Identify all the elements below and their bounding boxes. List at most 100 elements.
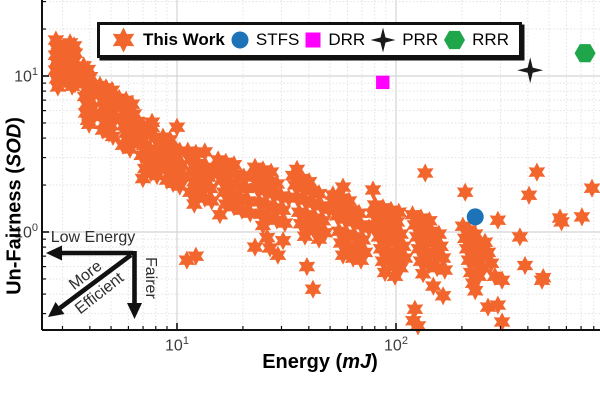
data-marker <box>215 182 233 202</box>
data-marker <box>294 178 312 198</box>
data-marker <box>193 175 211 195</box>
circle-icon <box>231 31 249 49</box>
data-marker <box>256 181 274 201</box>
data-marker <box>274 231 292 251</box>
data-marker <box>409 316 427 336</box>
data-marker <box>310 229 328 249</box>
data-marker <box>364 180 382 200</box>
data-marker <box>143 117 161 137</box>
data-marker <box>225 155 243 175</box>
data-marker <box>462 262 480 283</box>
data-marker <box>474 258 492 278</box>
data-marker <box>209 150 227 170</box>
data-marker <box>95 97 113 117</box>
data-marker <box>276 213 294 233</box>
data-marker <box>171 141 189 161</box>
data-marker <box>211 159 229 179</box>
series-stfs <box>466 208 484 226</box>
data-marker <box>123 94 141 114</box>
data-marker <box>302 181 320 201</box>
data-marker <box>426 245 444 265</box>
data-marker <box>520 185 538 205</box>
data-marker <box>392 224 409 244</box>
data-marker <box>308 220 326 240</box>
annotation-fairer: Fairer <box>142 257 159 299</box>
data-marker <box>551 208 569 228</box>
data-marker <box>408 227 426 247</box>
data-marker <box>280 188 298 208</box>
data-marker <box>326 194 344 214</box>
hexagon-icon <box>444 30 466 50</box>
data-marker <box>342 200 360 220</box>
data-marker <box>176 167 193 187</box>
data-marker <box>583 178 600 198</box>
legend: This Work STFS DRR PRR RRR <box>97 22 522 58</box>
data-marker <box>421 254 438 274</box>
data-marker <box>432 236 449 256</box>
data-marker <box>134 116 152 136</box>
data-marker <box>246 237 264 257</box>
data-marker <box>376 218 394 238</box>
data-marker <box>154 127 172 147</box>
data-marker <box>352 250 370 270</box>
data-marker <box>516 255 534 276</box>
data-marker <box>395 236 412 256</box>
data-marker <box>137 125 155 145</box>
data-marker <box>386 266 404 286</box>
data-marker <box>304 193 322 213</box>
data-marker <box>298 205 316 225</box>
data-marker <box>434 248 452 268</box>
data-marker <box>272 186 290 206</box>
data-marker <box>374 251 392 271</box>
data-marker <box>338 224 356 244</box>
data-marker <box>63 76 81 96</box>
data-marker <box>436 260 454 280</box>
data-marker <box>354 230 372 250</box>
data-marker <box>264 184 282 204</box>
data-marker <box>217 194 235 214</box>
data-marker <box>105 109 123 129</box>
data-marker <box>482 253 500 273</box>
data-marker <box>252 169 270 189</box>
data-marker <box>344 212 362 232</box>
data-marker <box>380 209 398 229</box>
data-marker <box>386 233 404 253</box>
data-marker <box>246 157 264 177</box>
data-marker <box>197 157 215 177</box>
data-marker <box>239 191 257 211</box>
legend-item-this-work: This Work <box>110 26 225 54</box>
data-marker <box>334 197 352 217</box>
data-marker <box>183 161 201 181</box>
data-marker <box>416 163 434 183</box>
data-marker <box>464 242 482 262</box>
data-marker <box>179 141 197 161</box>
data-marker <box>392 258 409 278</box>
data-marker <box>266 198 284 218</box>
data-marker <box>346 227 364 247</box>
data-marker <box>314 211 332 231</box>
data-marker <box>320 199 338 219</box>
data-marker <box>213 170 230 190</box>
legend-label: PRR <box>402 30 439 49</box>
data-marker <box>364 203 382 223</box>
data-marker <box>148 166 166 186</box>
data-marker <box>261 238 279 258</box>
data-marker <box>269 245 287 265</box>
data-marker <box>412 251 430 271</box>
data-marker <box>493 270 511 290</box>
data-marker <box>171 176 189 196</box>
data-marker <box>456 182 474 202</box>
data-marker <box>254 215 272 236</box>
data-marker <box>416 230 434 250</box>
data-marker <box>350 203 368 223</box>
data-marker <box>219 161 237 181</box>
data-marker <box>312 196 330 216</box>
data-marker <box>92 104 110 124</box>
data-marker <box>221 173 239 193</box>
x-axis-label: Energy (mJ) <box>262 351 378 373</box>
x-tick-10e2: 102 <box>384 335 408 355</box>
data-marker <box>244 166 262 186</box>
data-marker <box>182 182 199 202</box>
